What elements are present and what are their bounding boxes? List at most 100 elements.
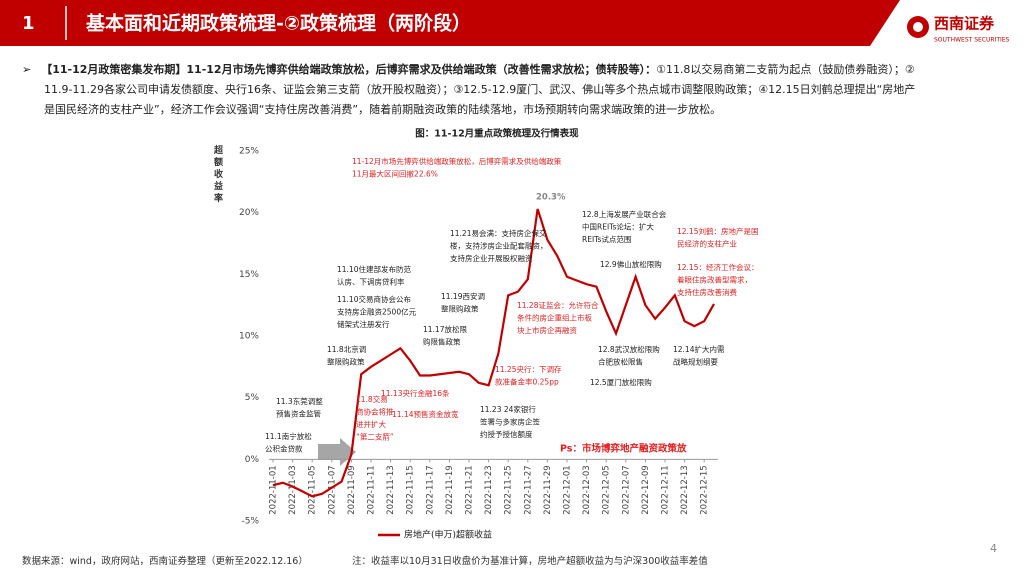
arrow: [318, 438, 356, 466]
x-tick-label: 2022-12-05: [602, 465, 612, 514]
annotation: 11.21易会满：支持房企保交: [450, 228, 547, 238]
y-axis-label-char: 率: [214, 192, 223, 204]
annotation: 11.8北京调: [327, 344, 366, 354]
x-tick-label: 2022-11-21: [465, 465, 475, 514]
annotation: 公积金贷款: [265, 444, 303, 454]
bullet: ➢: [22, 63, 32, 76]
annotation: 中国REITs论坛：扩大: [582, 222, 654, 232]
annotation: 12.15：经济工作会议：: [677, 262, 758, 272]
annotation: 11.19西安调: [441, 291, 485, 301]
source: 数据来源：wind，政府网站，西南证券整理（更新至2022.12.16）: [22, 556, 308, 567]
annotation: 11.23 24家银行: [480, 404, 536, 414]
paragraph-line: 11.9-11.29各家公司申请发债额度、央行16条、证监会第三支箭（放开股权融…: [44, 83, 916, 96]
annotation: 整限购政策: [441, 304, 479, 314]
annotation: 12.5厦门放松限购: [590, 377, 652, 387]
x-tick-label: 2022-12-15: [700, 465, 710, 514]
x-tick-label: 2022-12-07: [621, 465, 631, 514]
section-number: 1: [22, 13, 35, 34]
x-tick-label: 2022-11-11: [367, 465, 377, 514]
x-tick-label: 2022-12-03: [582, 465, 592, 514]
legend-label: 房地产(申万)超额收益: [404, 529, 492, 541]
logo-text-en: SOUTHWEST SECURITIES: [934, 37, 1010, 44]
y-tick-label: -5%: [241, 517, 259, 527]
y-axis-label-char: 额: [214, 156, 223, 168]
annotation: REITs试点范围: [582, 234, 631, 244]
annotation: 12.8上海发展产业联合会: [582, 209, 667, 219]
y-axis-label-char: 收: [214, 168, 223, 180]
annotation: 12.8武汉放松限购: [598, 344, 660, 354]
paragraph-line: ➢ 【11-12月政策密集发布期】11-12月市场先博弈供给端政策放松，后博弈需求…: [22, 60, 1004, 80]
x-tick-label: 2022-11-17: [425, 465, 435, 514]
annotation: 认房、下调房贷利率: [337, 277, 405, 287]
annotation: 商协会将推: [356, 407, 394, 417]
x-tick-label: 2022-11-07: [327, 465, 337, 514]
x-tick-label: 2022-11-05: [308, 465, 318, 514]
annotation: 支持住房改善消费: [677, 287, 737, 297]
logo-icon-inner: [913, 22, 923, 32]
x-tick-label: 2022-11-03: [288, 465, 298, 514]
y-tick-label: 15%: [239, 270, 259, 280]
annotation: 11.10住建部发布防范: [337, 264, 411, 274]
slide-title: 基本面和近期政策梳理-②政策梳理（两阶段）: [85, 12, 471, 35]
x-tick-label: 2022-11-27: [523, 465, 533, 514]
lead: 【11-12月政策密集发布期】11-12月市场先博弈供给端政策放松，后博弈需求及…: [41, 63, 657, 76]
header-band: [0, 0, 900, 46]
annotation: 预售资金监管: [276, 409, 321, 419]
x-tick-label: 2022-11-19: [445, 465, 455, 514]
annotation: 着眼住房改善型需求，: [677, 275, 752, 285]
annotation: 储架式注册发行: [337, 319, 390, 329]
x-tick-label: 2022-11-13: [386, 465, 396, 514]
x-tick-label: 2022-12-01: [563, 465, 573, 514]
x-tick-label: 2022-11-23: [484, 465, 494, 514]
y-tick-label: 10%: [239, 332, 259, 342]
annotation: 民经济的支柱产业: [677, 239, 737, 249]
y-tick-label: 25%: [239, 147, 259, 157]
annotation: 战略规划纲要: [673, 357, 718, 367]
annotation: 11.1南宁放松: [265, 431, 312, 441]
series-line: [272, 208, 715, 498]
chart-title: 图：11-12月重点政策梳理及行情表现: [415, 128, 579, 140]
annotation: 楼，支持涉房企业配套融资，: [450, 241, 548, 251]
annotation: 12.15刘鹤：房地产是国: [677, 226, 758, 236]
y-tick-label: 5%: [245, 393, 260, 403]
text: ①11.8以交易商第二支箭为起点（鼓励债券融资）；②: [656, 63, 915, 76]
annotation: 11.17放松限: [423, 324, 467, 334]
annotation: 20.3%: [536, 193, 566, 203]
annotation: 11-12月市场先博弈供给端政策放松，后博弈需求及供给端政策: [352, 156, 562, 166]
annotation: 11.8交易: [356, 394, 388, 404]
annotation: 款准备金率0.25pp: [495, 377, 559, 387]
x-tick-label: 2022-12-11: [661, 465, 671, 514]
note: 注：收益率以10月31日收盘价为基准计算，房地产超额收益为与沪深300收益率差值: [352, 556, 708, 567]
annotation: 11.10交易商协会公布: [337, 294, 411, 304]
paragraph-line: 是国民经济的支柱产业”，经济工作会议强调“支持住房改善消费”，随着前期融资政策的…: [44, 103, 722, 116]
x-tick-label: 2022-11-25: [504, 465, 514, 514]
y-axis-label-char: 益: [214, 180, 223, 192]
annotation: 11.28证监会：允许符合: [517, 300, 599, 310]
annotation: 11.3东莞调整: [276, 396, 323, 406]
annotation: 12.9佛山放松限购: [600, 259, 662, 269]
y-tick-label: 20%: [239, 208, 259, 218]
annotation: 11月最大区间回撤22.6%: [352, 169, 438, 179]
x-tick-label: 2022-11-29: [543, 465, 553, 514]
annotation: 块上市房企再融资: [517, 325, 577, 335]
annotation: 签署与多家房企签: [480, 417, 540, 427]
annotation: 整限购政策: [327, 357, 365, 367]
annotation: 支持房企业开展股权融资: [450, 253, 533, 263]
annotation: Ps：市场博弈地产融资政策放: [560, 443, 687, 455]
x-tick-label: 2022-12-09: [641, 465, 651, 514]
logo-text: 西南证券: [934, 15, 995, 33]
x-tick-label: 2022-11-15: [406, 465, 416, 514]
annotation: 条件的房企重组上市板: [517, 313, 592, 323]
x-tick-label: 2022-12-13: [680, 465, 690, 514]
annotation: 约授予授信额度: [480, 429, 533, 439]
x-tick-label: 2022-11-01: [269, 465, 279, 514]
y-axis-label: 超额收益率: [213, 144, 224, 204]
y-tick-label: 0%: [245, 455, 260, 465]
annotation: “第二支箭”: [356, 432, 394, 442]
annotation: 合肥放松限售: [598, 357, 643, 367]
annotation: 11.14预售资金放宽: [392, 409, 459, 419]
annotation: 11.13央行金融16条: [381, 388, 450, 398]
y-axis-label-char: 超: [213, 144, 224, 156]
annotation: 11.25央行：下调存: [495, 364, 562, 374]
